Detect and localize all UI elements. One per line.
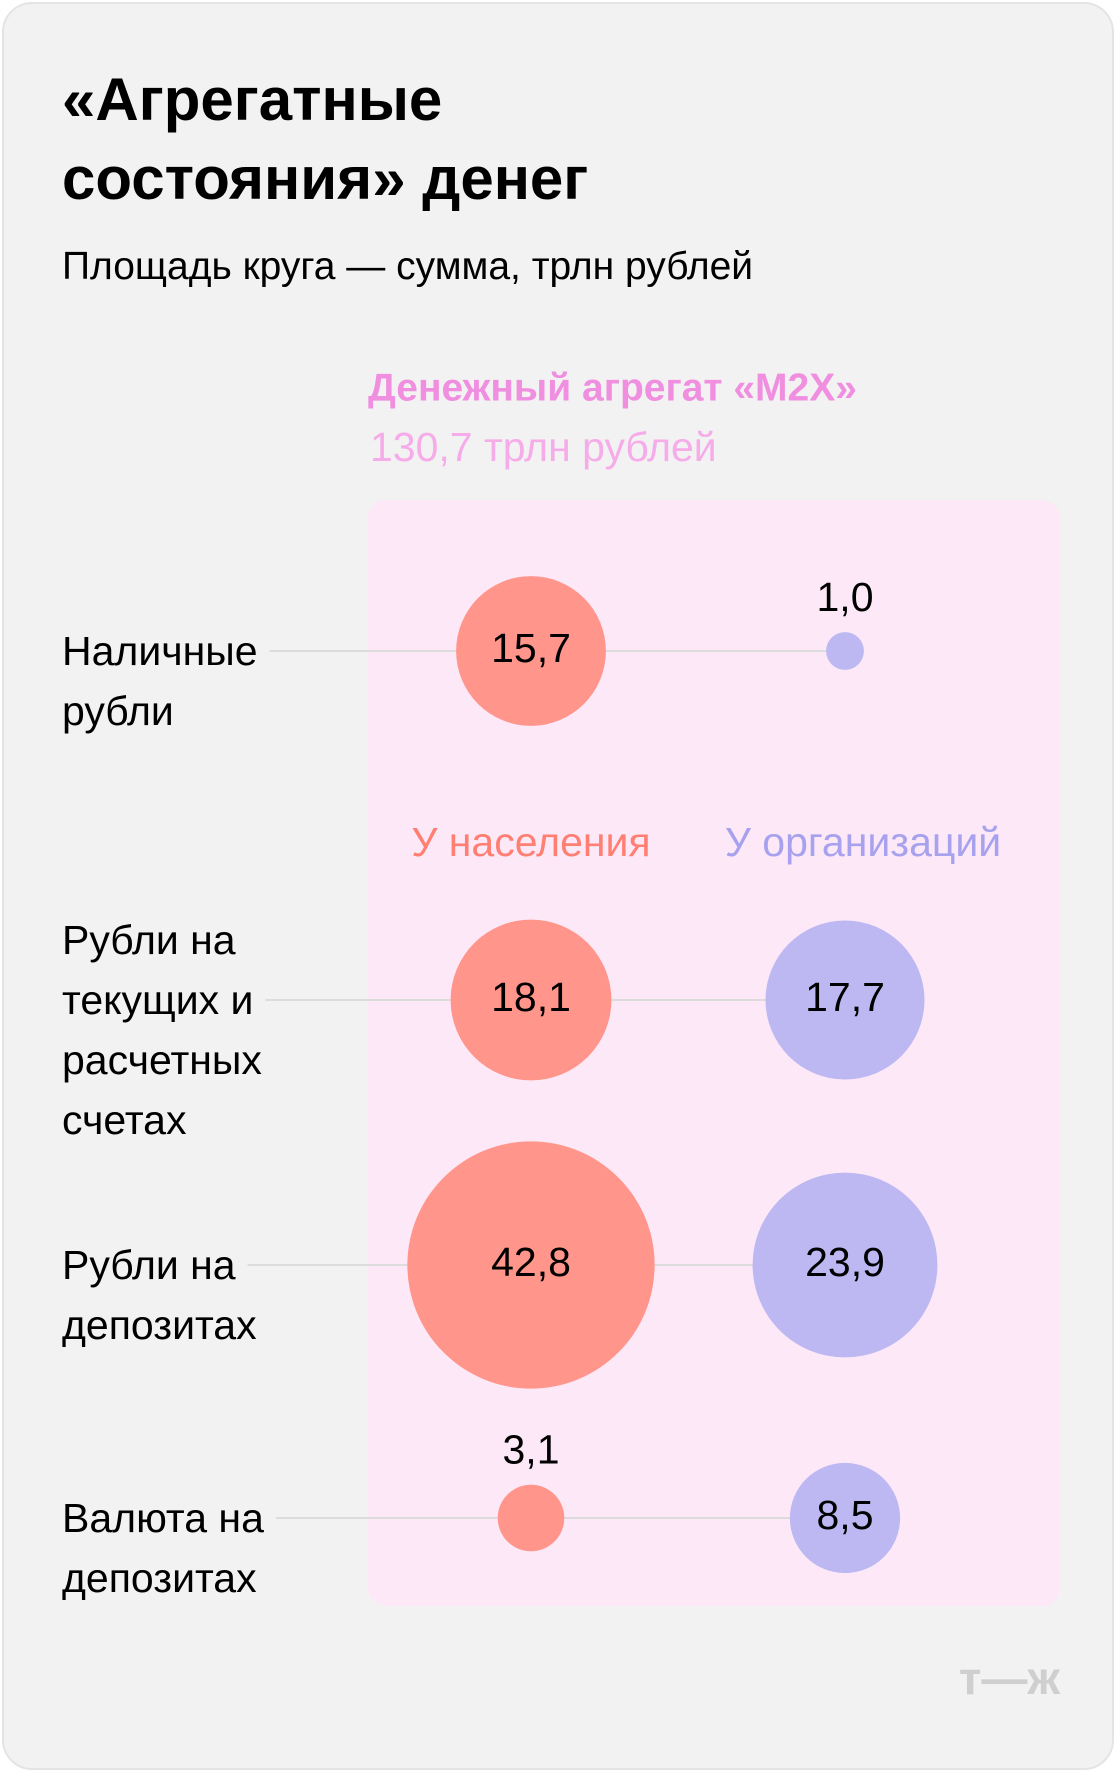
bubble <box>752 1172 938 1358</box>
row-label: Рубли на депозитах <box>62 1242 257 1348</box>
aggregate-title: Денежный агрегат «M2X» <box>368 366 857 409</box>
series-label: У населения <box>411 819 650 865</box>
bubble <box>497 1484 565 1552</box>
row-label: Наличные рубли <box>62 628 258 734</box>
bubble <box>407 1141 655 1389</box>
bubble <box>456 576 606 726</box>
logo: т—ж <box>959 1652 1061 1704</box>
value-label: 23,9 <box>805 1239 885 1285</box>
bubble <box>450 919 612 1081</box>
bubble <box>789 1462 901 1574</box>
value-label: 42,8 <box>491 1239 571 1285</box>
row-label: Рубли на текущих и расчетных счетах <box>62 917 262 1143</box>
value-label: 17,7 <box>805 974 885 1020</box>
chart-subtitle: Площадь круга — сумма, трлн рублей <box>62 245 754 288</box>
value-label: 1,0 <box>817 574 874 620</box>
value-label: 8,5 <box>817 1492 874 1538</box>
value-label: 18,1 <box>491 974 571 1020</box>
value-label: 15,7 <box>491 625 571 671</box>
value-label: 3,1 <box>503 1427 560 1473</box>
row-label: Валюта на депозитах <box>62 1495 264 1601</box>
bubble <box>765 920 925 1080</box>
series-label: У организаций <box>725 819 1001 865</box>
chart-title: «Агрегатные состояния» денег <box>62 66 589 212</box>
bubble <box>826 632 864 670</box>
aggregate-subtitle: 130,7 трлн рублей <box>370 424 717 470</box>
